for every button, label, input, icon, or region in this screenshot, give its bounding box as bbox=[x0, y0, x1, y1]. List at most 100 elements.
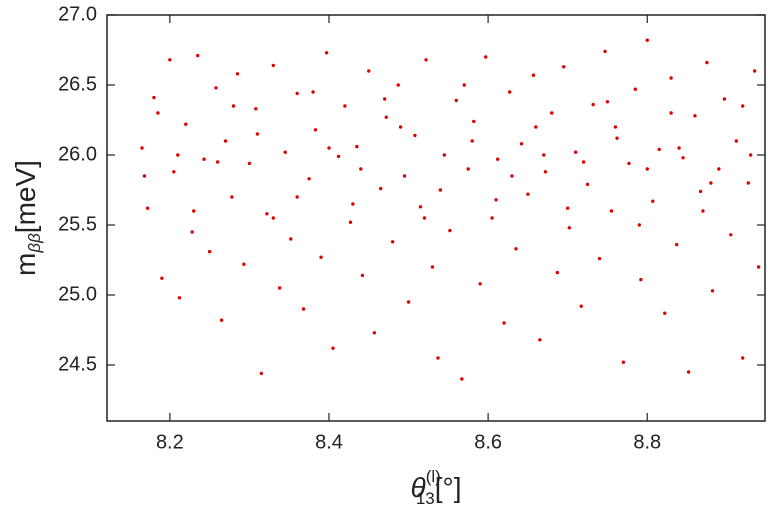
point bbox=[597, 256, 602, 261]
point bbox=[502, 321, 506, 325]
point bbox=[746, 181, 750, 185]
point bbox=[215, 160, 220, 164]
point bbox=[591, 102, 595, 107]
plot-frame bbox=[106, 14, 766, 422]
y-tick-label: 25.0 bbox=[58, 283, 97, 305]
point bbox=[581, 160, 586, 164]
point bbox=[359, 167, 363, 171]
point bbox=[355, 144, 359, 149]
point bbox=[657, 147, 661, 152]
point bbox=[709, 181, 713, 185]
point bbox=[382, 97, 387, 101]
point bbox=[406, 300, 411, 304]
point bbox=[390, 240, 395, 244]
point bbox=[402, 174, 407, 178]
point bbox=[472, 119, 476, 124]
point bbox=[235, 72, 240, 76]
point bbox=[701, 209, 705, 213]
point bbox=[681, 156, 685, 160]
point bbox=[295, 91, 299, 96]
point bbox=[367, 69, 371, 73]
point bbox=[230, 195, 234, 199]
point bbox=[573, 150, 578, 154]
point bbox=[223, 139, 228, 143]
point bbox=[698, 189, 703, 194]
point bbox=[336, 154, 341, 159]
point bbox=[514, 247, 518, 251]
x-tick-label: 8.6 bbox=[474, 431, 502, 453]
point bbox=[283, 150, 287, 154]
point bbox=[460, 377, 464, 381]
x-tick-label: 8.8 bbox=[633, 431, 661, 453]
point bbox=[752, 69, 757, 73]
point bbox=[613, 125, 618, 129]
point bbox=[494, 198, 498, 202]
point bbox=[140, 146, 144, 150]
x-title-main: θ bbox=[411, 472, 426, 503]
point bbox=[579, 304, 583, 308]
point bbox=[313, 128, 318, 132]
x-title-sub: 13 bbox=[416, 489, 435, 508]
point bbox=[190, 230, 194, 234]
point bbox=[145, 206, 150, 210]
point bbox=[567, 226, 571, 230]
point bbox=[722, 97, 727, 101]
point bbox=[196, 53, 200, 58]
point bbox=[639, 277, 643, 282]
point bbox=[519, 142, 524, 146]
point bbox=[495, 157, 500, 161]
point bbox=[490, 216, 494, 220]
point bbox=[645, 38, 649, 42]
point bbox=[478, 282, 482, 286]
point bbox=[343, 104, 347, 108]
point bbox=[729, 233, 733, 237]
point bbox=[510, 174, 514, 178]
point bbox=[637, 223, 641, 227]
point bbox=[756, 265, 761, 269]
point bbox=[686, 370, 691, 374]
point bbox=[507, 90, 512, 94]
point bbox=[255, 132, 260, 136]
point bbox=[645, 167, 649, 171]
point bbox=[562, 65, 566, 69]
point bbox=[247, 161, 252, 166]
point bbox=[430, 265, 435, 269]
point bbox=[192, 209, 196, 213]
point bbox=[168, 58, 172, 62]
point bbox=[156, 111, 160, 115]
point bbox=[669, 111, 673, 115]
point bbox=[526, 192, 530, 196]
point bbox=[621, 360, 626, 364]
point bbox=[160, 276, 164, 280]
point bbox=[603, 49, 607, 54]
point bbox=[319, 255, 323, 259]
point bbox=[301, 307, 306, 311]
point bbox=[360, 273, 365, 278]
point bbox=[484, 55, 488, 59]
point bbox=[184, 122, 188, 126]
point bbox=[438, 188, 443, 192]
y-title-unit: [meV] bbox=[10, 160, 41, 233]
point bbox=[372, 331, 377, 335]
point bbox=[351, 202, 355, 206]
point bbox=[550, 111, 554, 115]
point bbox=[734, 139, 739, 143]
point bbox=[271, 63, 275, 68]
point bbox=[424, 58, 428, 62]
point bbox=[277, 286, 282, 290]
point bbox=[741, 104, 745, 108]
y-title-main: m bbox=[10, 253, 41, 276]
point bbox=[741, 356, 745, 360]
y-tick-label: 24.5 bbox=[58, 353, 97, 375]
point bbox=[534, 125, 538, 129]
point bbox=[531, 73, 536, 77]
point bbox=[289, 237, 293, 241]
point bbox=[462, 83, 466, 87]
point bbox=[627, 161, 631, 166]
point bbox=[384, 115, 388, 119]
point bbox=[231, 104, 236, 108]
point bbox=[454, 98, 458, 103]
point bbox=[219, 318, 224, 322]
y-tick-label: 25.5 bbox=[58, 213, 97, 235]
point bbox=[448, 228, 452, 233]
